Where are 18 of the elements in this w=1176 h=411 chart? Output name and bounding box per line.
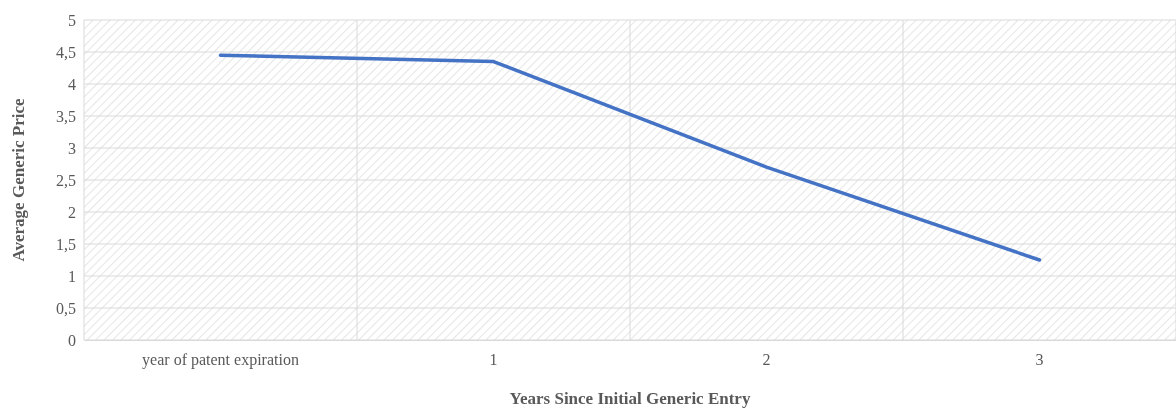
y-tick-label: 3,5: [56, 107, 76, 125]
y-tick-label: 2,5: [56, 171, 76, 189]
y-tick-label: 1: [68, 267, 76, 285]
x-axis-title: Years Since Initial Generic Entry: [509, 389, 751, 408]
y-tick-label: 1,5: [56, 235, 76, 253]
x-tick-label: 2: [762, 351, 771, 369]
y-tick-label: 4,5: [56, 43, 76, 61]
line-series: [218, 53, 1042, 262]
y-tick-label: 0: [68, 331, 76, 349]
y-tick-label: 5: [68, 11, 76, 29]
y-tick-label: 0,5: [56, 299, 76, 317]
y-tick-label: 2: [68, 203, 76, 221]
y-axis-title: Average Generic Price: [9, 98, 28, 262]
x-tick-label: year of patent expiration: [142, 351, 299, 370]
y-tick-label: 3: [68, 139, 76, 157]
x-tick-label: 1: [489, 351, 498, 369]
x-tick-label: 3: [1035, 351, 1044, 369]
y-tick-label: 4: [68, 75, 76, 93]
